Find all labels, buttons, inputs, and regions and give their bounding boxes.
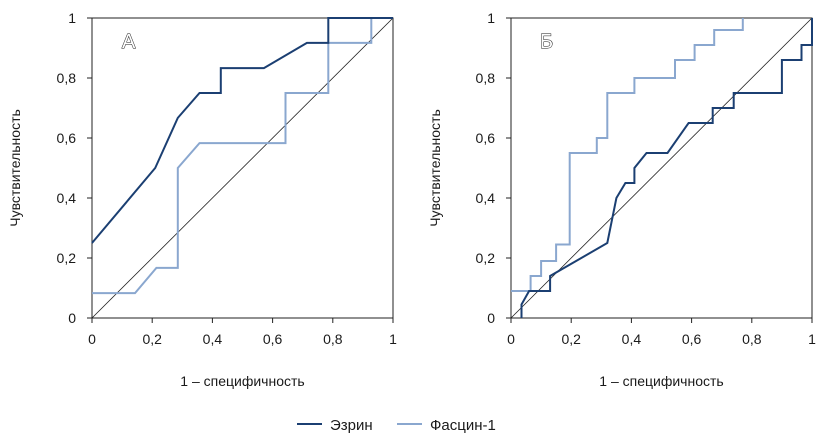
- x-tick-label: 0,8: [323, 331, 343, 347]
- y-tick-label: 1: [487, 10, 495, 26]
- series-line-fascin: [511, 18, 744, 292]
- plot-frame: [91, 17, 394, 319]
- legend: Эзрин Фасцин-1: [297, 417, 496, 434]
- x-tick-label: 0,6: [682, 331, 702, 347]
- y-axis-label: Чувствительность: [427, 109, 443, 227]
- plot-frame: [510, 17, 813, 319]
- panel-b: 0 0,2 0,4 0,6 0,8 1 0 0,2 0,4 0,6 0,8 1 1 – специфич…: [427, 10, 816, 389]
- x-tick-label: 0: [507, 331, 515, 347]
- panel-label: Б: [540, 31, 553, 53]
- y-tick-label: 0: [487, 310, 495, 326]
- panel-a: 0 0,2 0,4 0,6 0,8 1 0 0,2 0,4 0,6 0,8 1 1 – специфич…: [7, 10, 397, 389]
- legend-label-fascin: Фасцин-1: [430, 417, 496, 434]
- x-tick-label: 0: [88, 331, 96, 347]
- x-tick-label: 1: [808, 331, 816, 347]
- series-line-ezrin: [520, 18, 813, 318]
- x-axis-label: 1 – специфичность: [599, 373, 723, 389]
- x-tick-label: 1: [389, 331, 397, 347]
- x-tick-label: 0,4: [622, 331, 642, 347]
- x-tick-label: 0,8: [742, 331, 762, 347]
- series-line-ezrin: [91, 17, 393, 244]
- y-tick-label: 1: [68, 10, 76, 26]
- y-tick-label: 0,6: [57, 130, 77, 146]
- reference-diagonal: [510, 17, 813, 319]
- x-axis-label: 1 – специфичность: [180, 373, 304, 389]
- y-axis-label: Чувствительность: [7, 109, 23, 227]
- y-tick-label: 0,2: [476, 250, 496, 266]
- reference-diagonal: [91, 17, 394, 319]
- y-tick-label: 0,6: [476, 130, 496, 146]
- y-tick-label: 0,8: [476, 70, 496, 86]
- y-tick-label: 0,2: [57, 250, 77, 266]
- x-tick-label: 0,4: [203, 331, 223, 347]
- x-tick-label: 0,2: [561, 331, 581, 347]
- y-tick-label: 0,4: [57, 190, 77, 206]
- x-tick-label: 0,6: [263, 331, 283, 347]
- panel-label: А: [122, 31, 136, 53]
- y-tick-label: 0,8: [57, 70, 77, 86]
- y-tick-label: 0: [68, 310, 76, 326]
- series-line-fascin: [92, 17, 393, 295]
- x-tick-label: 0,2: [142, 331, 162, 347]
- y-tick-label: 0,4: [476, 190, 496, 206]
- legend-label-ezrin: Эзрин: [330, 417, 373, 434]
